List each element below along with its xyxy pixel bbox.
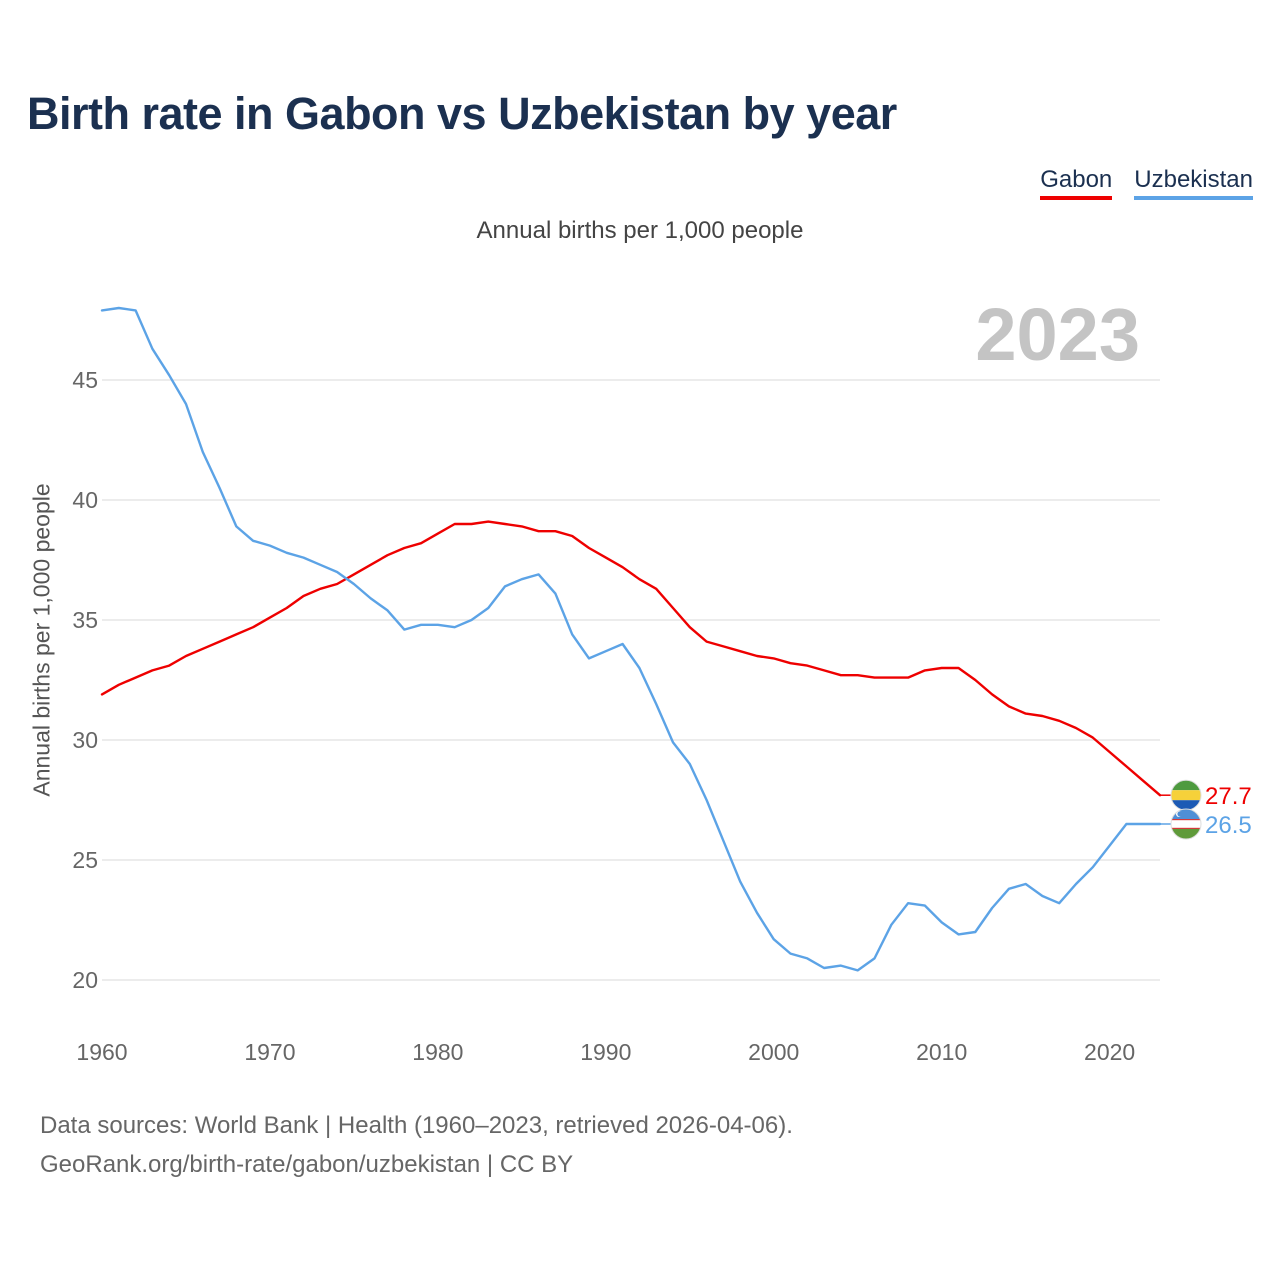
series-lines [100,306,1162,972]
flag-gabon-icon [1171,780,1201,811]
legend-item-uzbekistan[interactable]: Uzbekistan [1134,166,1253,200]
legend-item-gabon[interactable]: Gabon [1040,166,1113,200]
x-tick-label: 2000 [748,1039,799,1065]
x-tick-label: 2010 [916,1039,967,1065]
x-tick-label: 1970 [244,1039,295,1065]
x-tick-label: 1960 [76,1039,127,1065]
series-line-uzbekistan[interactable] [100,306,1162,972]
series-line-gabon[interactable] [100,520,1162,797]
x-tick-label: 2020 [1084,1039,1135,1065]
y-tick-label: 45 [72,367,98,393]
y-tick-label: 40 [72,487,98,513]
legend: Gabon Uzbekistan [1040,166,1253,200]
x-tick-label: 1990 [580,1039,631,1065]
source-url[interactable]: GeoRank.org/birth-rate/gabon/uzbekistan … [40,1151,574,1178]
y-tick-label: 35 [72,607,98,633]
x-tick-label: 1980 [412,1039,463,1065]
data-source-note: Data sources: World Bank | Health (1960–… [40,1112,793,1139]
end-markers: 27.726.5 [1160,779,1252,840]
y-tick-label: 20 [72,967,98,993]
end-value-gabon: 27.7 [1205,783,1252,810]
grid-lines [102,379,1160,981]
x-axis-ticks: 1960 1970 1980 1990 2000 2010 2020 [76,1039,1135,1065]
current-year-label: 2023 [975,293,1140,376]
y-tick-label: 25 [72,847,98,873]
y-axis-ticks: 20 25 30 35 40 45 [72,367,98,993]
flag-border [1170,808,1202,840]
chart-title: Birth rate in Gabon vs Uzbekistan by yea… [27,88,897,139]
chart-subtitle: Annual births per 1,000 people [476,217,804,244]
flag-uzbekistan-icon [1171,809,1201,839]
footer: Data sources: World Bank | Health (1960–… [40,1106,793,1184]
y-tick-label: 30 [72,727,98,753]
end-value-uzbekistan: 26.5 [1205,812,1252,839]
